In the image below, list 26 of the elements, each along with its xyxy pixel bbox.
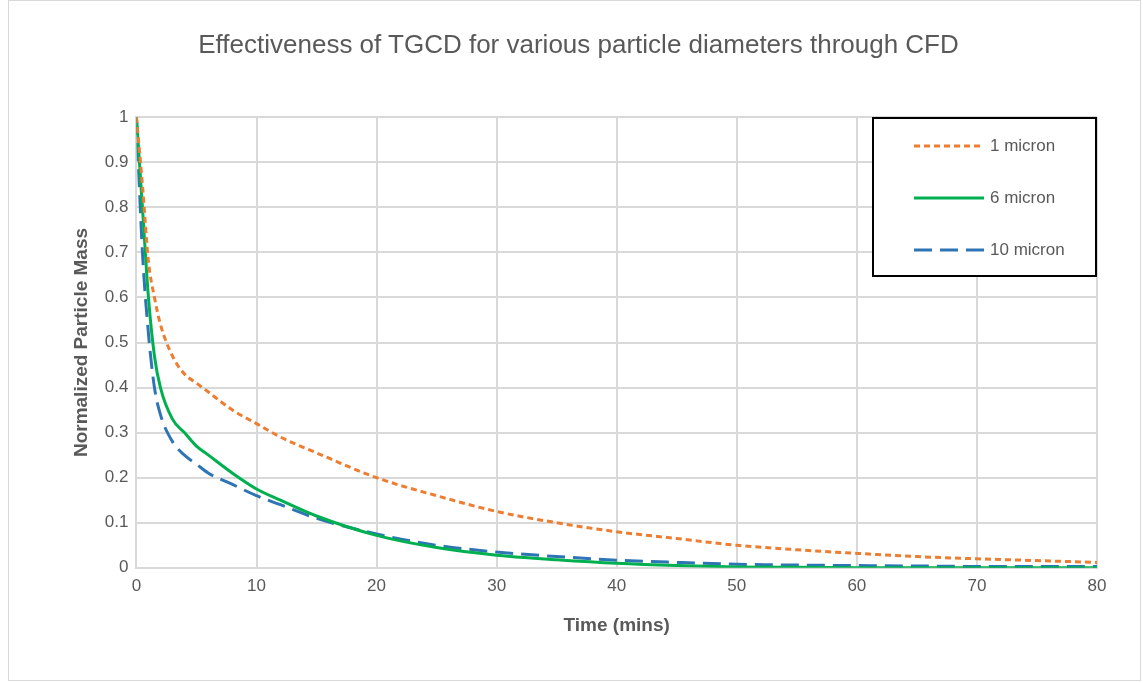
x-tick-label: 50 — [727, 575, 747, 595]
y-tick-label: 0.3 — [104, 422, 129, 442]
x-tick-label: 10 — [247, 575, 266, 595]
y-tick-label: 0.7 — [104, 242, 129, 262]
x-tick-label: 0 — [131, 575, 142, 595]
y-tick-label: 0.2 — [104, 467, 129, 487]
x-tick-label: 70 — [967, 575, 987, 595]
y-tick-label: 0 — [118, 557, 129, 577]
y-tick-label: 1 — [118, 106, 129, 126]
chart-title: Effectiveness of TGCD for various particle diameters through CFD — [198, 28, 959, 59]
y-axis-title: Normalized Particle Mass — [69, 227, 91, 458]
y-tick-label: 0.4 — [104, 377, 129, 397]
y-tick-label: 0.1 — [104, 512, 129, 532]
legend-label: 1 micron — [990, 135, 1056, 158]
x-tick-label: 40 — [607, 575, 627, 595]
x-tick-label: 20 — [367, 575, 387, 595]
y-tick-label: 0.5 — [104, 332, 129, 352]
x-tick-label: 30 — [487, 575, 507, 595]
legend-label: 10 micron — [990, 239, 1065, 262]
legend-label: 6 micron — [990, 187, 1056, 210]
y-tick-label: 0.8 — [104, 197, 129, 217]
x-axis-title: Time (mins) — [563, 613, 670, 635]
x-tick-label: 60 — [847, 575, 867, 595]
x-tick-label: 80 — [1087, 575, 1107, 595]
y-tick-label: 0.9 — [104, 151, 129, 171]
y-tick-label: 0.6 — [104, 287, 129, 307]
